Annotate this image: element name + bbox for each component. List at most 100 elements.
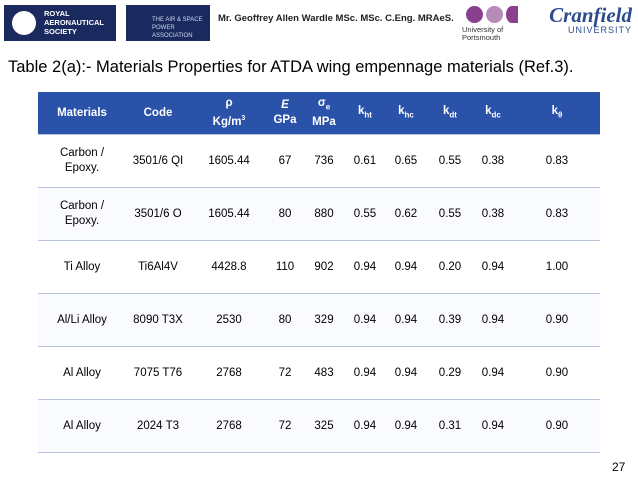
table-cell: 0.94 [384, 346, 428, 400]
cranfield-logo: Cranfield UNIVERSITY [529, 3, 632, 35]
header-cell: kht [346, 92, 384, 135]
header-cell: ρ Kg/m3 [190, 92, 268, 135]
table-cell: 0.90 [514, 293, 600, 347]
table-cell: 329 [302, 293, 346, 347]
table-cell: 72 [268, 399, 302, 453]
table-cell: 0.61 [346, 134, 384, 188]
header-symbol-line: kdt [430, 104, 470, 122]
table-cell: 1605.44 [190, 134, 268, 188]
table-cell: Ti Alloy [38, 240, 126, 294]
header-cell: Code [126, 92, 190, 135]
table-cell: 0.90 [514, 399, 600, 453]
table-cell: 0.83 [514, 187, 600, 241]
header-subscript: ht [364, 110, 372, 120]
aspa-logo: THE AIR & SPACE POWER ASSOCIATION [126, 5, 210, 41]
header-unit-line: Kg/m3 [192, 111, 266, 130]
header-row: Materials Code ρ Kg/m3 E GPa σe MPa kht khc kdt kdc… [38, 92, 600, 135]
table-cell: 483 [302, 346, 346, 400]
header-unit: Kg/m [212, 115, 242, 128]
header-subscript: hc [404, 110, 414, 120]
table-cell: 0.94 [472, 293, 514, 347]
logo-text: POWER ASSOCIATION [152, 25, 193, 39]
header-symbol-line: khc [386, 104, 426, 122]
header-symbol: σ [317, 97, 326, 110]
table-cell: 3501/6 QI [126, 134, 190, 188]
table-cell: 0.20 [428, 240, 472, 294]
header-unit-line: GPa [270, 113, 300, 128]
header-unit-line: MPa [304, 115, 344, 130]
logo-text: University of [462, 25, 504, 34]
header-symbol-line: kht [348, 104, 382, 122]
raes-logo: ROYAL AERONAUTICAL SOCIETY [4, 5, 116, 41]
table-cell: 0.39 [428, 293, 472, 347]
table-cell: 1.00 [514, 240, 600, 294]
header-symbol: k [485, 104, 492, 117]
table-cell: 3501/6 O [126, 187, 190, 241]
header-cell: khc [384, 92, 428, 135]
slide-title: Table 2(a):- Materials Properties for AT… [8, 58, 574, 76]
table-cell: 80 [268, 293, 302, 347]
table-cell: 80 [268, 187, 302, 241]
table-cell: 7075 T76 [126, 346, 190, 400]
table-row: Ti Alloy Ti6Al4V 4428.8 110 902 0.94 0.94 0.20 0… [38, 240, 600, 294]
logo-text: ROYAL [44, 9, 70, 18]
header-cell: Materials [38, 92, 126, 135]
portsmouth-logo: University of Portsmouth [462, 6, 524, 48]
header-superscript: 3 [241, 115, 246, 123]
header-cell: kθ [514, 92, 600, 135]
header-symbol: ρ [225, 97, 233, 110]
page-number: 27 [612, 460, 626, 474]
table-cell: Ti6Al4V [126, 240, 190, 294]
table-cell: 0.55 [428, 187, 472, 241]
table-cell: 0.94 [346, 346, 384, 400]
table-cell: 0.94 [346, 293, 384, 347]
header-cell: σe MPa [302, 92, 346, 135]
table-cell: 0.94 [472, 346, 514, 400]
header-symbol: k [398, 104, 405, 117]
table-cell: 0.31 [428, 399, 472, 453]
table-cell: 0.94 [384, 240, 428, 294]
table-cell: 0.90 [514, 346, 600, 400]
logo-text: AERONAUTICAL [44, 18, 104, 27]
table-row: Carbon / Epoxy. 3501/6 QI 1605.44 67 736 0.61… [38, 134, 600, 188]
table-cell: 0.38 [472, 187, 514, 241]
table-row: Al Alloy 2024 T3 2768 72 325 0.94 0.94 0.31 0.94… [38, 399, 600, 453]
table-cell: 2768 [190, 346, 268, 400]
author: Mr. Geoffrey Allen Wardle MSc. MSc. C.En… [218, 13, 454, 24]
header-symbol-line: E [270, 98, 300, 113]
header-symbol: E [281, 99, 289, 111]
logo-text: Portsmouth [462, 33, 501, 42]
header-cell: kdc [472, 92, 514, 135]
table-cell: 0.94 [472, 240, 514, 294]
header-subscript: e [325, 102, 331, 112]
table-cell: 0.94 [384, 399, 428, 453]
table-cell: 0.94 [346, 399, 384, 453]
table-cell: 880 [302, 187, 346, 241]
header-symbol: k [443, 104, 450, 117]
table-cell: 1605.44 [190, 187, 268, 241]
table-cell: 736 [302, 134, 346, 188]
table-cell: Al Alloy [38, 399, 126, 453]
logo-text: UNIVERSITY [567, 25, 632, 35]
header-subscript: dt [449, 110, 457, 120]
table-row: Al Alloy 7075 T76 2768 72 483 0.94 0.94 0.29 0.9… [38, 346, 600, 400]
table-cell: 2024 T3 [126, 399, 190, 453]
table-cell: 0.94 [346, 240, 384, 294]
header-symbol-line: kdc [474, 104, 512, 122]
header-cell: E GPa [268, 92, 302, 135]
table-cell: 4428.8 [190, 240, 268, 294]
table-cell: 2768 [190, 399, 268, 453]
header-symbol: k [551, 104, 559, 117]
logo-text: Cranfield [549, 3, 632, 27]
table-cell: 0.29 [428, 346, 472, 400]
table-cell: 72 [268, 346, 302, 400]
materials-table: Materials Code ρ Kg/m3 E GPa σe MPa kht khc kdt kdc… [38, 92, 600, 453]
table-cell: 902 [302, 240, 346, 294]
header-cell: kdt [428, 92, 472, 135]
header-subscript: θ [558, 110, 563, 120]
table-cell: 0.55 [428, 134, 472, 188]
table-cell: 0.94 [472, 399, 514, 453]
table-row: Al/Li Alloy 8090 T3X 2530 80 329 0.94 0.94 0.39… [38, 293, 600, 347]
table-row: Carbon / Epoxy. 3501/6 O 1605.44 80 880 0.55 0… [38, 187, 600, 241]
